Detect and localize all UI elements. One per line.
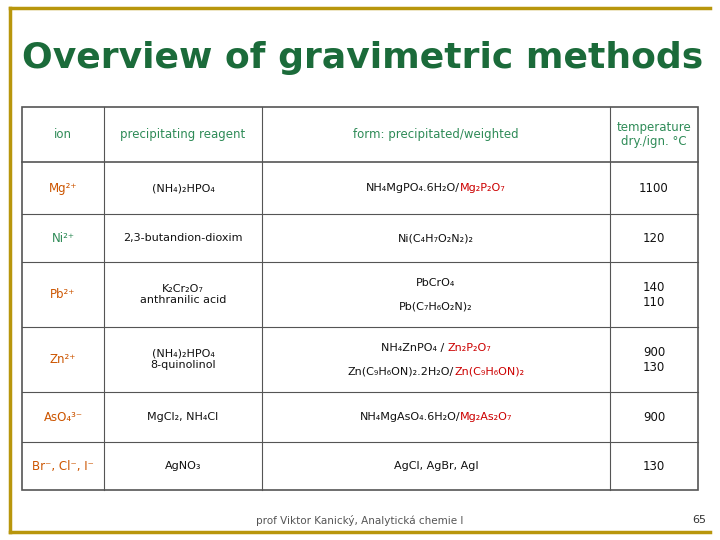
Text: 900: 900 (643, 411, 665, 424)
Text: Mg²⁺: Mg²⁺ (49, 181, 77, 194)
Text: Zn²⁺: Zn²⁺ (50, 353, 76, 366)
Text: K₂Cr₂O₇
anthranilic acid: K₂Cr₂O₇ anthranilic acid (140, 284, 226, 305)
Text: 900
130: 900 130 (643, 346, 665, 374)
Text: prof Viktor Kanický, Analytická chemie I: prof Viktor Kanický, Analytická chemie I (256, 515, 464, 525)
Text: (NH₄)₂HPO₄
8-quinolinol: (NH₄)₂HPO₄ 8-quinolinol (150, 349, 216, 370)
Text: precipitating reagent: precipitating reagent (120, 128, 246, 141)
Text: NH₄MgPO₄.6H₂O/: NH₄MgPO₄.6H₂O/ (366, 183, 460, 193)
Text: Overview of gravimetric methods: Overview of gravimetric methods (22, 41, 703, 75)
Text: 120: 120 (643, 232, 665, 245)
Text: Ni²⁺: Ni²⁺ (52, 232, 74, 245)
Text: Pb²⁺: Pb²⁺ (50, 288, 76, 301)
Text: Ni(C₄H₇O₂N₂)₂: Ni(C₄H₇O₂N₂)₂ (398, 233, 474, 243)
Text: 130: 130 (643, 460, 665, 472)
Text: Pb(C₇H₆O₂N)₂: Pb(C₇H₆O₂N)₂ (399, 301, 473, 312)
Text: form: precipitated/weighted: form: precipitated/weighted (354, 128, 519, 141)
Text: AgNO₃: AgNO₃ (165, 461, 202, 471)
Text: Zn(C₉H₆ON)₂.2H₂O/: Zn(C₉H₆ON)₂.2H₂O/ (348, 367, 454, 377)
Text: 140
110: 140 110 (643, 280, 665, 308)
Text: Mg₂P₂O₇: Mg₂P₂O₇ (460, 183, 506, 193)
Text: 1100: 1100 (639, 181, 669, 194)
Text: NH₄ZnPO₄ /: NH₄ZnPO₄ / (381, 343, 448, 353)
Text: Zn₂P₂O₇: Zn₂P₂O₇ (448, 343, 491, 353)
Text: ion: ion (54, 128, 72, 141)
Text: MgCl₂, NH₄Cl: MgCl₂, NH₄Cl (148, 412, 219, 422)
Text: NH₄MgAsO₄.6H₂O/: NH₄MgAsO₄.6H₂O/ (359, 412, 460, 422)
Text: PbCrO₄: PbCrO₄ (416, 278, 456, 287)
Text: Zn(C₉H₆ON)₂: Zn(C₉H₆ON)₂ (454, 367, 524, 377)
Text: Mg₂As₂O₇: Mg₂As₂O₇ (460, 412, 513, 422)
Bar (22, 107, 698, 490)
Text: AsO₄³⁻: AsO₄³⁻ (43, 411, 83, 424)
Text: 65: 65 (692, 515, 706, 525)
Text: 2,3-butandion-dioxim: 2,3-butandion-dioxim (123, 233, 243, 243)
Text: AgCl, AgBr, AgI: AgCl, AgBr, AgI (394, 461, 478, 471)
Text: Br⁻, Cl⁻, I⁻: Br⁻, Cl⁻, I⁻ (32, 460, 94, 472)
Text: temperature
dry./ign. °C: temperature dry./ign. °C (616, 120, 691, 148)
Text: (NH₄)₂HPO₄: (NH₄)₂HPO₄ (152, 183, 215, 193)
